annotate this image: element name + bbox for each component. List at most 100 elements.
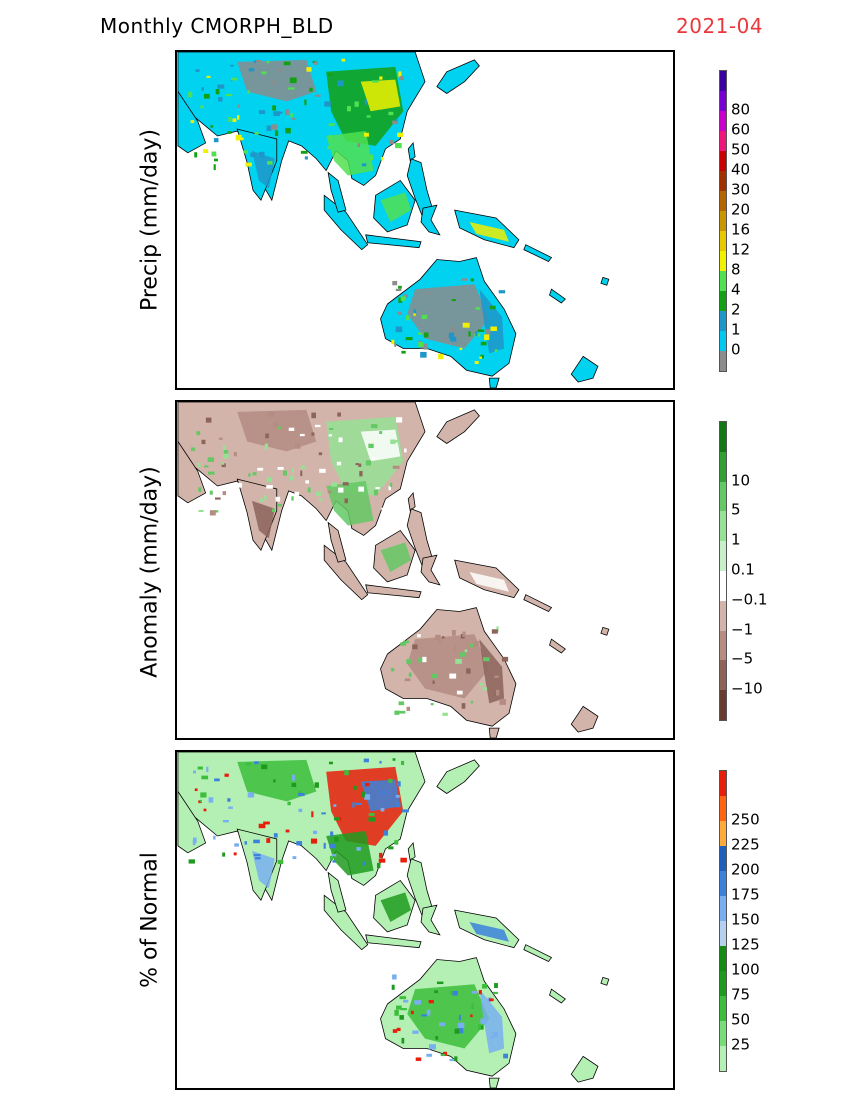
field-cell [406, 706, 411, 711]
field-cell [254, 761, 259, 765]
field-cell [328, 123, 335, 126]
field-cell [190, 447, 196, 452]
colorbar-tick-label: 0.1 [731, 560, 755, 579]
field-cell [347, 106, 351, 112]
field-cell [393, 633, 400, 637]
field-cell [378, 858, 386, 863]
field-cell [254, 131, 259, 135]
field-cell [215, 497, 221, 500]
field-cell [413, 309, 417, 314]
field-cell [213, 138, 219, 143]
field-cell [403, 294, 408, 298]
field-cell [403, 640, 410, 644]
field-cell [454, 1028, 460, 1034]
field-cell [259, 151, 265, 158]
field-cell [381, 156, 384, 161]
ylabel-precip: Precip (mm/day) [137, 128, 163, 312]
field-cell [471, 991, 478, 994]
field-cell [400, 642, 407, 646]
field-cell [355, 463, 359, 466]
field-cell [284, 109, 290, 115]
field-cell [210, 125, 214, 128]
patch-se-asia [326, 831, 374, 876]
colorbar-swatch [720, 451, 726, 482]
field-cell [482, 687, 488, 691]
field-cell [421, 1014, 428, 1017]
field-cell [364, 132, 369, 137]
map-panel-anomaly[interactable] [175, 400, 675, 740]
field-cell [327, 490, 332, 494]
field-cell [250, 152, 256, 157]
field-cell [376, 862, 381, 869]
field-cell [355, 802, 362, 806]
field-cell [342, 482, 349, 486]
field-cell [405, 315, 410, 321]
colorbar-tick-label: −5 [731, 649, 754, 668]
field-cell [359, 471, 363, 477]
field-cell [196, 431, 201, 436]
field-cell [304, 99, 307, 106]
sulawesi-land [420, 204, 441, 236]
field-cell [323, 842, 326, 849]
field-cell [201, 87, 204, 91]
tasmania-land [488, 727, 500, 738]
taiwan-land [407, 141, 416, 162]
field-cell [222, 852, 226, 857]
field-cell [245, 162, 252, 167]
patch-se-asia [326, 481, 374, 526]
colorbar-swatch [720, 311, 726, 331]
field-cell [420, 351, 427, 358]
field-cell [380, 807, 385, 812]
field-cell [197, 766, 203, 770]
patch-borneo [380, 542, 412, 572]
field-cell [446, 713, 450, 720]
field-cell [390, 482, 393, 488]
field-cell [490, 326, 497, 331]
colorbar-tick-label: 12 [731, 240, 751, 259]
field-cell [298, 808, 303, 813]
field-cell [207, 457, 215, 462]
field-cell [267, 161, 273, 165]
field-cell [466, 668, 471, 674]
field-cell [300, 465, 306, 469]
java-land [365, 934, 422, 949]
patch-australia-interior [407, 984, 490, 1049]
field-cell [228, 117, 232, 122]
field-cell [337, 80, 344, 87]
sumatra-land [323, 894, 369, 951]
sumatra-land [323, 544, 369, 601]
field-cell [462, 322, 470, 328]
field-cell [228, 806, 233, 809]
field-cell [233, 852, 237, 856]
field-cell [501, 656, 509, 662]
field-cell [223, 450, 229, 454]
field-cell [426, 1009, 431, 1016]
field-cell [436, 981, 444, 985]
field-cell [329, 427, 334, 430]
field-cell [272, 80, 276, 85]
field-cell [206, 75, 211, 78]
malay-peninsula-land [327, 171, 347, 213]
field-cell [397, 311, 402, 315]
field-cell [328, 434, 333, 437]
field-cell [396, 1005, 402, 1010]
colorbar-swatch [720, 946, 726, 971]
field-cell [291, 117, 296, 120]
field-cell [204, 465, 209, 468]
field-cell [400, 1008, 407, 1011]
field-cell [395, 326, 403, 333]
field-cell [222, 819, 229, 823]
colorbar-swatch [720, 511, 726, 542]
field-cell [361, 791, 365, 798]
field-cell [344, 498, 348, 504]
map-panel-percent-normal[interactable] [175, 750, 675, 1090]
sulawesi-land [420, 554, 441, 586]
field-cell [318, 498, 323, 501]
colorbar-swatch [720, 131, 726, 151]
field-cell [418, 657, 423, 663]
map-panel-precip[interactable] [175, 50, 675, 390]
field-cell [261, 71, 267, 75]
field-cell [245, 762, 251, 766]
field-cell [470, 700, 474, 704]
field-cell [247, 90, 251, 94]
